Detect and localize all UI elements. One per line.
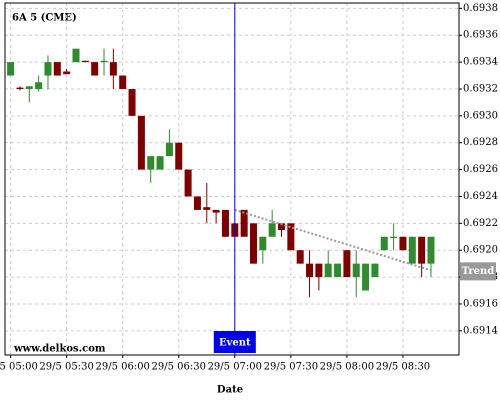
candle-body bbox=[7, 62, 15, 76]
y-tick-label: 0.6916 bbox=[463, 298, 498, 309]
plot-frame bbox=[4, 2, 460, 356]
candle-body bbox=[334, 263, 342, 278]
candle-body bbox=[362, 263, 370, 291]
trend-label-box bbox=[460, 262, 496, 281]
y-tick-label: 0.6936 bbox=[463, 30, 498, 41]
x-tick-label: 29/5 06:30 bbox=[152, 362, 206, 373]
x-tick-label: 29/5 05:00 bbox=[0, 362, 38, 373]
candle-body bbox=[100, 60, 108, 63]
chart-title: 6A 5 (CME) bbox=[12, 13, 77, 24]
candle-body bbox=[343, 250, 351, 278]
x-tick-label: 29/5 08:30 bbox=[376, 362, 430, 373]
y-tick-label: 0.6926 bbox=[463, 164, 498, 175]
candle-body bbox=[278, 223, 286, 231]
x-tick-label: 29/5 05:30 bbox=[39, 362, 93, 373]
candle-body bbox=[203, 207, 211, 210]
candle-body bbox=[408, 236, 416, 264]
y-tick-label: 0.6928 bbox=[463, 137, 498, 148]
candle-body bbox=[287, 223, 295, 251]
x-tick-label: 29/5 07:00 bbox=[208, 362, 262, 373]
y-tick-label: 0.6934 bbox=[463, 57, 498, 68]
candle-body bbox=[418, 236, 426, 264]
candle-body bbox=[16, 87, 24, 89]
candle-body bbox=[109, 62, 117, 76]
event-label: Event bbox=[219, 338, 251, 349]
candle-body bbox=[63, 71, 71, 75]
candle-body bbox=[72, 48, 80, 63]
candle-body bbox=[371, 263, 379, 278]
x-tick-label: 29/5 07:30 bbox=[264, 362, 318, 373]
candle-body bbox=[35, 82, 43, 89]
candle-body bbox=[268, 223, 276, 237]
candle-body bbox=[165, 142, 173, 157]
watermark: www.delkos.com bbox=[13, 344, 106, 355]
y-tick-label: 0.6920 bbox=[463, 245, 498, 256]
y-tick-label: 0.6914 bbox=[463, 325, 498, 336]
candle-body bbox=[380, 236, 388, 251]
candle-body bbox=[91, 62, 99, 76]
candle-body bbox=[44, 62, 52, 76]
y-tick-label: 0.6930 bbox=[463, 110, 498, 121]
candle-body bbox=[399, 236, 407, 251]
candle-body bbox=[137, 115, 145, 170]
candle-body bbox=[240, 209, 248, 237]
candle-body bbox=[119, 75, 127, 89]
candle-body bbox=[315, 263, 323, 278]
candle-body bbox=[53, 62, 61, 76]
candle-body bbox=[156, 156, 164, 170]
candle-body bbox=[81, 60, 89, 63]
candle-body bbox=[147, 156, 155, 170]
candle-body bbox=[212, 209, 220, 213]
x-axis-label: Date bbox=[217, 385, 243, 396]
candle-body bbox=[259, 236, 267, 251]
candle-body bbox=[193, 196, 201, 210]
candle-body bbox=[175, 142, 183, 170]
event-label-box bbox=[213, 331, 256, 353]
candle-body bbox=[221, 209, 229, 237]
trend-label: Trend bbox=[462, 266, 495, 277]
candle-body bbox=[324, 263, 332, 278]
candle-body bbox=[390, 236, 398, 239]
candle-body bbox=[427, 236, 435, 264]
y-tick-label: 0.6932 bbox=[463, 83, 498, 94]
x-tick-label: 29/5 06:00 bbox=[95, 362, 149, 373]
candle-body bbox=[128, 88, 136, 116]
y-tick-label: 0.6924 bbox=[463, 191, 498, 202]
candle-body bbox=[352, 263, 360, 278]
y-tick-label: 0.6922 bbox=[463, 218, 498, 229]
candle-body bbox=[184, 169, 192, 197]
candle-body bbox=[249, 223, 257, 264]
y-tick-label: 0.6938 bbox=[463, 3, 498, 14]
candle-body bbox=[306, 263, 314, 278]
candle-body bbox=[296, 250, 304, 264]
candle-body bbox=[25, 86, 33, 89]
x-tick-label: 29/5 08:00 bbox=[320, 362, 374, 373]
